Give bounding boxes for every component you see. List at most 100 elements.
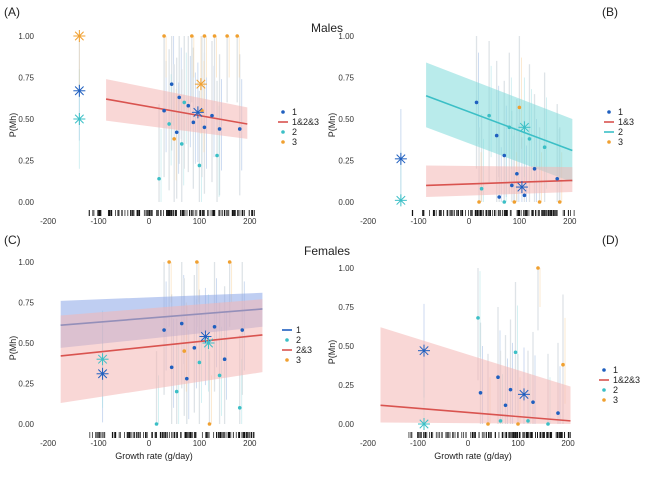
data-point [167, 122, 171, 126]
data-point [516, 422, 520, 426]
legend-label: 1&3 [618, 117, 634, 127]
legend-label: 2 [292, 127, 297, 137]
data-point [222, 357, 227, 362]
data-point [537, 200, 542, 204]
x-tick-label: -200 [40, 217, 57, 226]
star-ray [97, 354, 108, 364]
y-tick-label: 0.75 [18, 74, 34, 83]
data-point [561, 362, 565, 367]
legend-label: 3 [618, 137, 623, 147]
data-point [197, 163, 202, 168]
data-point [195, 260, 199, 264]
star-ray [74, 114, 84, 124]
data-point [557, 200, 562, 204]
data-point [487, 113, 491, 118]
star-ray [196, 79, 206, 89]
y-tick-label: 0.00 [338, 420, 354, 429]
x-tick-label: -200 [360, 439, 377, 448]
data-point [174, 389, 179, 394]
y-tick-label: 0.50 [18, 115, 34, 124]
fit-line [425, 95, 573, 152]
legend-label: 2&3 [296, 345, 312, 355]
data-point [167, 260, 171, 264]
star-marker [202, 337, 215, 349]
data-point [177, 95, 182, 100]
confidence-band [60, 299, 263, 403]
star-marker [394, 194, 407, 207]
star-ray [74, 31, 84, 41]
star-ray [396, 154, 406, 164]
data-point [237, 406, 242, 410]
data-point [479, 186, 484, 191]
data-point [227, 260, 232, 264]
x-tick-label: 100 [193, 439, 207, 448]
data-point [507, 125, 512, 130]
fit-line [380, 404, 571, 422]
data-point [508, 387, 513, 392]
data-point [169, 82, 174, 86]
data-point [546, 422, 550, 426]
panel-1: (B) P(Mn) 0.00 0.25 0.50 0.75 1.00 -200 -100 0 100… [327, 5, 634, 226]
star-ray [200, 331, 211, 342]
y-tick-label: 0.50 [18, 339, 34, 348]
data-point [527, 137, 532, 141]
star-marker [515, 181, 528, 194]
data-point [517, 105, 522, 110]
data-point [157, 176, 161, 181]
x-axis-label: Growth rate (g/day) [115, 451, 193, 461]
panel-0: (A) P(Mh) 0.00 0.25 0.50 0.75 1.00 -200 -100 0 100… [4, 5, 319, 226]
x-tick-label: 200 [561, 439, 575, 448]
data-point [186, 103, 191, 108]
x-tick-label: 100 [193, 217, 207, 226]
data-point [202, 34, 207, 38]
star-ray [193, 107, 203, 117]
legend: 11&323 [604, 107, 634, 147]
panel-label: (D) [602, 233, 619, 247]
y-tick-label: 0.00 [338, 198, 354, 207]
data-point [207, 422, 212, 426]
y-tick-label: 0.50 [338, 342, 354, 351]
legend-swatch [281, 130, 285, 134]
star-marker [96, 367, 109, 380]
legend-swatch [602, 388, 606, 392]
rug [411, 210, 575, 216]
star-ray [203, 338, 214, 348]
data-point [212, 34, 217, 38]
y-tick-label: 1.00 [338, 264, 354, 273]
data-point [240, 328, 245, 332]
y-axis-label: P(Mh) [8, 336, 18, 361]
star-ray [519, 122, 530, 132]
data-point [225, 34, 229, 38]
x-axis-label: Growth rate (g/day) [434, 451, 512, 461]
y-tick-label: 0.25 [338, 381, 354, 390]
data-point [503, 403, 508, 408]
star-ray [419, 419, 429, 429]
data-point [512, 200, 517, 204]
data-point [162, 34, 166, 38]
data-point [182, 100, 187, 105]
y-tick-label: 1.00 [338, 32, 354, 41]
confidence-band [380, 327, 571, 424]
star-marker [73, 113, 86, 125]
x-tick-label: -100 [91, 217, 108, 226]
data-point [237, 127, 242, 131]
data-point [555, 176, 560, 181]
data-point [494, 133, 499, 138]
data-point [542, 145, 547, 150]
legend-swatch [607, 140, 611, 144]
data-point [502, 153, 507, 158]
legend-swatch [607, 110, 611, 114]
data-point [184, 376, 189, 381]
data-point [215, 153, 219, 158]
x-tick-label: 100 [511, 439, 525, 448]
y-tick-label: 1.00 [18, 32, 34, 41]
data-point [536, 266, 540, 270]
data-point [474, 100, 479, 105]
data-point [174, 130, 179, 135]
data-point [212, 325, 217, 329]
x-tick-label: -200 [360, 217, 377, 226]
data-point [191, 120, 196, 125]
panel-3: (D) P(Mn) 0.00 0.25 0.50 0.75 1.00 -200 -100 0 100… [327, 233, 640, 461]
legend-swatch [281, 140, 285, 144]
legend-label: 2 [618, 127, 623, 137]
